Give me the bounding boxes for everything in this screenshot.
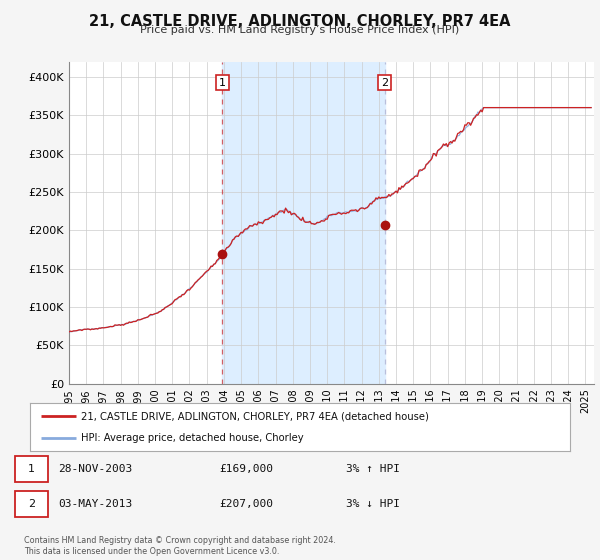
Text: 03-MAY-2013: 03-MAY-2013	[58, 499, 133, 509]
Text: 2: 2	[28, 499, 35, 509]
Text: 1: 1	[219, 77, 226, 87]
Text: Price paid vs. HM Land Registry’s House Price Index (HPI): Price paid vs. HM Land Registry’s House …	[140, 25, 460, 35]
Text: 21, CASTLE DRIVE, ADLINGTON, CHORLEY, PR7 4EA: 21, CASTLE DRIVE, ADLINGTON, CHORLEY, PR…	[89, 14, 511, 29]
Text: Contains HM Land Registry data © Crown copyright and database right 2024.
This d: Contains HM Land Registry data © Crown c…	[24, 536, 336, 556]
FancyBboxPatch shape	[15, 491, 48, 517]
Text: 2: 2	[381, 77, 388, 87]
Text: 3% ↑ HPI: 3% ↑ HPI	[346, 464, 400, 474]
Text: £169,000: £169,000	[220, 464, 274, 474]
Text: £207,000: £207,000	[220, 499, 274, 509]
Text: 3% ↓ HPI: 3% ↓ HPI	[346, 499, 400, 509]
Text: 28-NOV-2003: 28-NOV-2003	[58, 464, 133, 474]
Bar	[223, 62, 385, 384]
FancyBboxPatch shape	[15, 456, 48, 482]
Text: 21, CASTLE DRIVE, ADLINGTON, CHORLEY, PR7 4EA (detached house): 21, CASTLE DRIVE, ADLINGTON, CHORLEY, PR…	[82, 411, 429, 421]
Text: 1: 1	[28, 464, 35, 474]
Text: HPI: Average price, detached house, Chorley: HPI: Average price, detached house, Chor…	[82, 433, 304, 443]
